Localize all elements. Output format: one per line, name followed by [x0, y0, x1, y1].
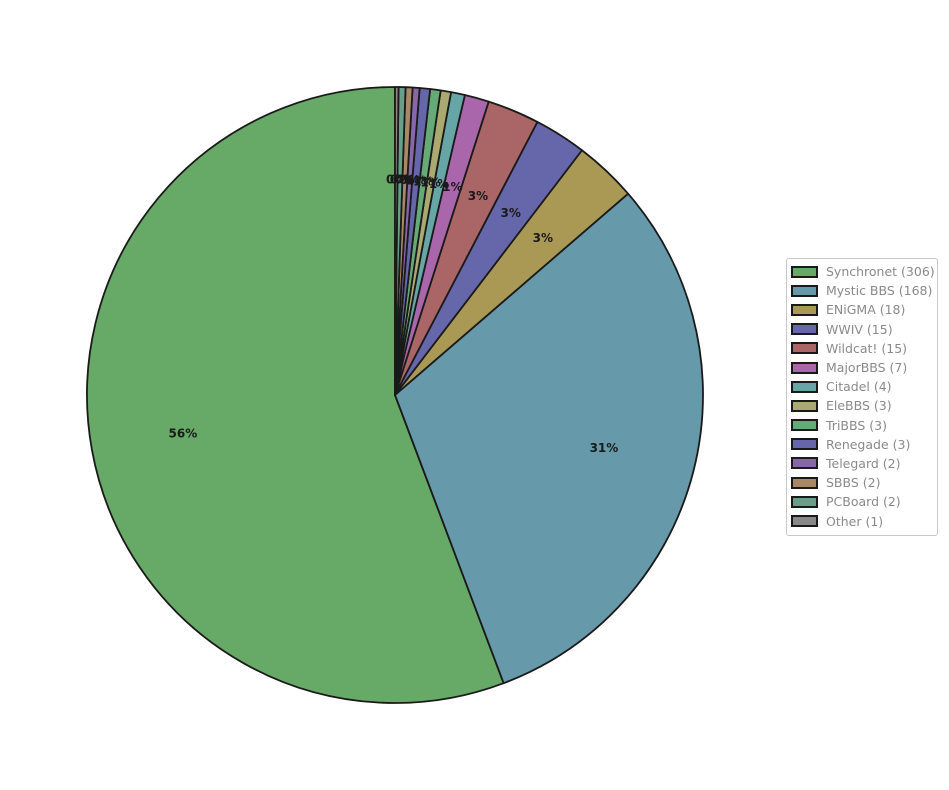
- pie-percent-label: 0%: [395, 173, 415, 187]
- legend-swatch: [791, 265, 818, 278]
- legend-item: Citadel (4): [787, 377, 937, 396]
- legend-item: PCBoard (2): [787, 492, 937, 511]
- legend-label: SBBS (2): [826, 475, 881, 491]
- legend-swatch: [791, 419, 818, 432]
- pie-percent-label: 0%: [390, 172, 410, 186]
- legend-label: Renegade (3): [826, 436, 911, 452]
- legend-label: Citadel (4): [826, 379, 892, 395]
- legend-label: Synchronet (306): [826, 264, 935, 280]
- legend-item: MajorBBS (7): [787, 358, 937, 377]
- pie-percent-label: 0%: [386, 172, 406, 186]
- legend-swatch: [791, 495, 818, 508]
- pie-percent-label: 1%: [442, 180, 462, 194]
- pie-percent-label: 1%: [420, 175, 440, 189]
- legend-item: Mystic BBS (168): [787, 281, 937, 300]
- legend: Synchronet (306) Mystic BBS (168) ENiGMA (…: [786, 258, 938, 536]
- pie-percent-label: 56%: [169, 427, 198, 441]
- legend-swatch: [791, 342, 818, 355]
- legend-item: Wildcat! (15): [787, 339, 937, 358]
- legend-item: SBBS (2): [787, 473, 937, 492]
- legend-item: EleBBS (3): [787, 396, 937, 415]
- pie-percent-label: 1%: [406, 173, 426, 187]
- legend-swatch: [791, 399, 818, 412]
- legend-swatch: [791, 476, 818, 489]
- legend-label: TriBBS (3): [826, 417, 887, 433]
- pie-percent-label: 3%: [501, 206, 521, 220]
- legend-label: WWIV (15): [826, 321, 893, 337]
- legend-item: TriBBS (3): [787, 416, 937, 435]
- legend-label: Other (1): [826, 513, 884, 529]
- legend-item: Synchronet (306): [787, 262, 937, 281]
- pie-percent-label: 31%: [590, 441, 619, 455]
- pie-slices: [86, 86, 704, 704]
- legend-item: Renegade (3): [787, 435, 937, 454]
- legend-label: EleBBS (3): [826, 398, 892, 414]
- pie-percent-label: 0%: [400, 173, 420, 187]
- legend-label: Mystic BBS (168): [826, 283, 933, 299]
- legend-label: ENiGMA (18): [826, 302, 906, 318]
- pie-percent-label: 3%: [533, 231, 553, 245]
- legend-label: Wildcat! (15): [826, 340, 908, 356]
- pie-slice-other: [394, 86, 400, 396]
- legend-swatch: [791, 361, 818, 374]
- legend-label: PCBoard (2): [826, 494, 901, 510]
- legend-swatch: [791, 303, 818, 316]
- pie-slice-mystic-bbs: [394, 192, 704, 685]
- legend-item: Other (1): [787, 511, 937, 530]
- pie-percent-label: 1%: [413, 174, 433, 188]
- legend-item: ENiGMA (18): [787, 300, 937, 319]
- legend-swatch: [791, 515, 818, 528]
- pie-percent-label: 1%: [429, 177, 449, 191]
- pie-percent-labels: 56%31%3%3%3%1%1%1%1%1%0%0%0%0%: [169, 172, 619, 455]
- legend-swatch: [791, 438, 818, 451]
- legend-swatch: [791, 380, 818, 393]
- pie-percent-label: 3%: [468, 189, 488, 203]
- legend-swatch: [791, 323, 818, 336]
- legend-swatch: [791, 284, 818, 297]
- legend-swatch: [791, 457, 818, 470]
- legend-label: Telegard (2): [826, 455, 901, 471]
- pie-slice-synchronet: [86, 86, 505, 704]
- legend-label: MajorBBS (7): [826, 360, 908, 376]
- legend-item: WWIV (15): [787, 320, 937, 339]
- legend-item: Telegard (2): [787, 454, 937, 473]
